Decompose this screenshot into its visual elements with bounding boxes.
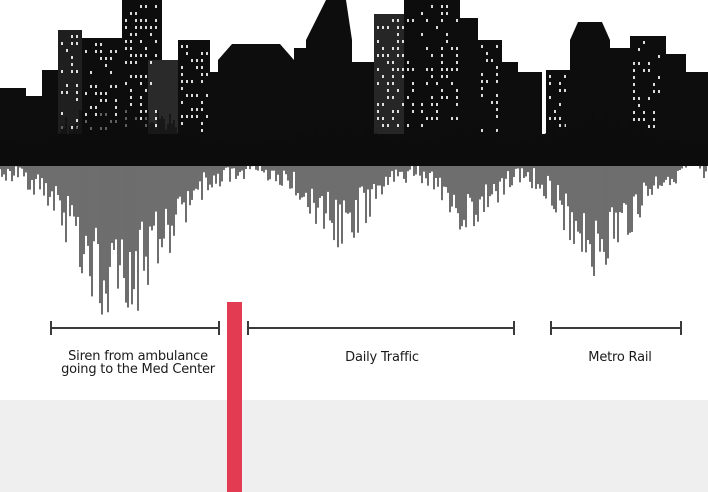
building <box>418 0 460 140</box>
siren-range-bracket <box>50 321 220 335</box>
building <box>178 40 210 140</box>
building <box>306 0 352 140</box>
metro-range-bracket <box>550 321 682 335</box>
building <box>58 30 82 140</box>
building <box>218 44 294 140</box>
building <box>210 72 220 140</box>
traffic-label: Daily Traffic <box>345 350 419 365</box>
building <box>24 96 44 140</box>
building <box>502 62 518 140</box>
sound-waveform <box>0 110 707 315</box>
building <box>570 22 610 140</box>
building <box>546 70 570 140</box>
building <box>518 72 542 140</box>
skyline-soundwave-illustration <box>0 0 708 335</box>
building <box>148 60 178 140</box>
building-windows <box>61 5 660 132</box>
building <box>610 48 630 140</box>
footer-band <box>0 400 708 492</box>
building <box>686 72 708 140</box>
siren-label: Siren from ambulance going to the Med Ce… <box>38 350 238 376</box>
playhead-marker[interactable] <box>227 302 242 492</box>
building <box>460 18 478 140</box>
siren-label-line-1: Siren from ambulance <box>68 349 208 364</box>
building <box>352 62 374 140</box>
building <box>42 70 58 140</box>
siren-label-line-2: going to the Med Center <box>61 362 215 377</box>
traffic-range-bracket <box>247 321 515 335</box>
building <box>0 88 26 140</box>
building <box>294 48 306 140</box>
building <box>404 0 418 140</box>
building <box>630 36 666 140</box>
building <box>666 54 686 140</box>
metro-label: Metro Rail <box>588 350 652 365</box>
